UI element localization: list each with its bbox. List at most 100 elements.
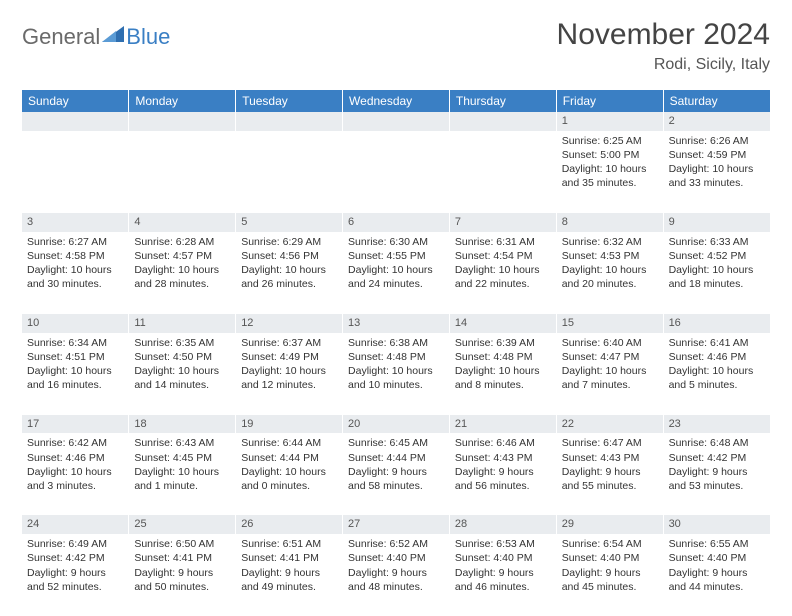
sunrise-text: Sunrise: 6:49 AM <box>27 537 123 551</box>
sunrise-text: Sunrise: 6:39 AM <box>455 336 551 350</box>
day-number: 28 <box>455 518 467 530</box>
day-detail-row: Sunrise: 6:49 AMSunset: 4:42 PM Daylight:… <box>22 534 770 616</box>
daylight-text: Daylight: 10 hours <box>669 364 765 378</box>
sunset-text: Sunset: 4:41 PM <box>241 551 337 565</box>
sunrise-text: Sunrise: 6:27 AM <box>27 235 123 249</box>
day-number: 23 <box>669 418 681 430</box>
sunset-text: Sunset: 4:44 PM <box>348 451 444 465</box>
day-detail-cell: Sunrise: 6:49 AMSunset: 4:42 PMDaylight:… <box>22 534 129 616</box>
title-block: November 2024 Rodi, Sicily, Italy <box>557 18 770 74</box>
day-detail-cell <box>129 131 236 213</box>
daylight-text: Daylight: 10 hours <box>562 263 658 277</box>
sunset-text: Sunset: 4:40 PM <box>562 551 658 565</box>
header: General Blue November 2024 Rodi, Sicily,… <box>22 18 770 74</box>
day-header-row: Sunday Monday Tuesday Wednesday Thursday… <box>22 90 770 112</box>
sunrise-text: Sunrise: 6:51 AM <box>241 537 337 551</box>
day-detail-cell: Sunrise: 6:48 AMSunset: 4:42 PMDaylight:… <box>663 433 770 515</box>
daylight-text: and 16 minutes. <box>27 378 123 392</box>
day-number-cell: 27 <box>343 515 450 534</box>
daylight-text: Daylight: 10 hours <box>455 263 551 277</box>
sunset-text: Sunset: 4:57 PM <box>134 249 230 263</box>
day-number-cell: 16 <box>663 314 770 333</box>
day-detail-cell: Sunrise: 6:47 AMSunset: 4:43 PMDaylight:… <box>556 433 663 515</box>
daylight-text: and 20 minutes. <box>562 277 658 291</box>
daylight-text: and 14 minutes. <box>134 378 230 392</box>
day-number-cell: 18 <box>129 415 236 434</box>
day-detail-cell: Sunrise: 6:51 AMSunset: 4:41 PMDaylight:… <box>236 534 343 616</box>
day-header: Saturday <box>663 90 770 112</box>
sunset-text: Sunset: 4:47 PM <box>562 350 658 364</box>
day-detail-cell: Sunrise: 6:25 AMSunset: 5:00 PMDaylight:… <box>556 131 663 213</box>
day-number-cell: 20 <box>343 415 450 434</box>
daylight-text: Daylight: 9 hours <box>455 465 551 479</box>
daylight-text: Daylight: 10 hours <box>562 162 658 176</box>
sunset-text: Sunset: 4:56 PM <box>241 249 337 263</box>
day-number: 17 <box>27 418 39 430</box>
sunset-text: Sunset: 4:48 PM <box>348 350 444 364</box>
day-number-cell <box>449 112 556 131</box>
daylight-text: and 0 minutes. <box>241 479 337 493</box>
daylight-text: Daylight: 10 hours <box>348 263 444 277</box>
day-number: 30 <box>669 518 681 530</box>
daylight-text: and 18 minutes. <box>669 277 765 291</box>
daylight-text: Daylight: 10 hours <box>241 364 337 378</box>
sunrise-text: Sunrise: 6:40 AM <box>562 336 658 350</box>
daylight-text: and 49 minutes. <box>241 580 337 594</box>
daylight-text: Daylight: 9 hours <box>348 465 444 479</box>
sunrise-text: Sunrise: 6:30 AM <box>348 235 444 249</box>
sunrise-text: Sunrise: 6:42 AM <box>27 436 123 450</box>
day-detail-cell <box>449 131 556 213</box>
daylight-text: and 1 minute. <box>134 479 230 493</box>
day-number: 11 <box>134 317 145 329</box>
sunrise-text: Sunrise: 6:26 AM <box>669 134 765 148</box>
day-number: 25 <box>134 518 146 530</box>
day-number-cell: 30 <box>663 515 770 534</box>
day-detail-cell: Sunrise: 6:38 AMSunset: 4:48 PMDaylight:… <box>343 333 450 415</box>
sunrise-text: Sunrise: 6:35 AM <box>134 336 230 350</box>
sunrise-text: Sunrise: 6:45 AM <box>348 436 444 450</box>
day-number-cell: 19 <box>236 415 343 434</box>
day-detail-cell: Sunrise: 6:37 AMSunset: 4:49 PMDaylight:… <box>236 333 343 415</box>
day-number-cell: 24 <box>22 515 129 534</box>
daylight-text: Daylight: 10 hours <box>348 364 444 378</box>
day-number: 8 <box>562 216 568 228</box>
daylight-text: Daylight: 9 hours <box>669 566 765 580</box>
day-number-cell: 9 <box>663 213 770 232</box>
location-text: Rodi, Sicily, Italy <box>557 56 770 74</box>
day-number-cell: 15 <box>556 314 663 333</box>
daylight-text: and 45 minutes. <box>562 580 658 594</box>
daylight-text: and 8 minutes. <box>455 378 551 392</box>
sunrise-text: Sunrise: 6:46 AM <box>455 436 551 450</box>
day-detail-cell: Sunrise: 6:39 AMSunset: 4:48 PMDaylight:… <box>449 333 556 415</box>
day-number: 13 <box>348 317 360 329</box>
logo: General Blue <box>22 24 170 50</box>
day-number: 20 <box>348 418 360 430</box>
sunset-text: Sunset: 4:42 PM <box>27 551 123 565</box>
sunset-text: Sunset: 5:00 PM <box>562 148 658 162</box>
daylight-text: Daylight: 9 hours <box>348 566 444 580</box>
daylight-text: and 28 minutes. <box>134 277 230 291</box>
day-number-cell: 23 <box>663 415 770 434</box>
sunset-text: Sunset: 4:49 PM <box>241 350 337 364</box>
day-number-cell: 7 <box>449 213 556 232</box>
sunset-text: Sunset: 4:43 PM <box>562 451 658 465</box>
day-number: 27 <box>348 518 360 530</box>
sunrise-text: Sunrise: 6:28 AM <box>134 235 230 249</box>
day-detail-cell: Sunrise: 6:53 AMSunset: 4:40 PMDaylight:… <box>449 534 556 616</box>
daylight-text: and 53 minutes. <box>669 479 765 493</box>
daylight-text: and 52 minutes. <box>27 580 123 594</box>
day-number-cell: 25 <box>129 515 236 534</box>
day-number: 18 <box>134 418 146 430</box>
sunset-text: Sunset: 4:46 PM <box>669 350 765 364</box>
day-number: 22 <box>562 418 574 430</box>
daylight-text: and 35 minutes. <box>562 176 658 190</box>
sunrise-text: Sunrise: 6:31 AM <box>455 235 551 249</box>
day-detail-cell: Sunrise: 6:30 AMSunset: 4:55 PMDaylight:… <box>343 232 450 314</box>
sunset-text: Sunset: 4:53 PM <box>562 249 658 263</box>
day-detail-row: Sunrise: 6:42 AMSunset: 4:46 PMDaylight:… <box>22 433 770 515</box>
day-number-cell <box>343 112 450 131</box>
logo-text-general: General <box>22 24 100 50</box>
day-detail-row: Sunrise: 6:27 AMSunset: 4:58 PMDaylight:… <box>22 232 770 314</box>
day-number-cell: 5 <box>236 213 343 232</box>
sunset-text: Sunset: 4:51 PM <box>27 350 123 364</box>
